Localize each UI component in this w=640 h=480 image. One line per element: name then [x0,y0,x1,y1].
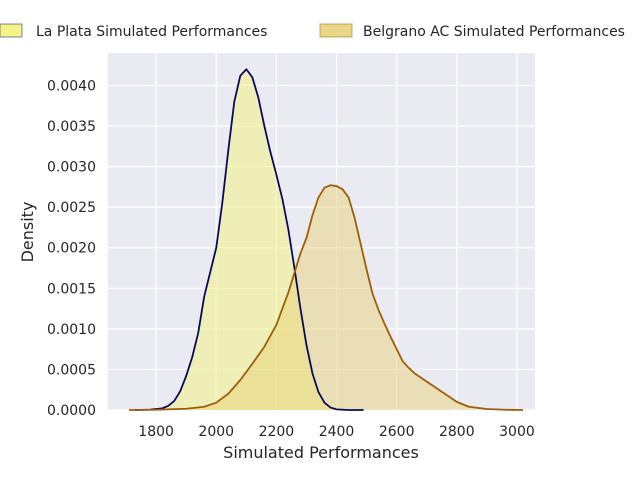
y-tick-label: 0.0015 [47,281,96,297]
x-tick-label: 2600 [379,424,415,440]
x-tick-label: 2400 [319,424,355,440]
y-tick-label: 0.0005 [47,362,96,378]
x-tick-label: 2200 [259,424,295,440]
density-areas [129,69,523,410]
x-tick-label: 3000 [499,424,535,440]
legend-label-belgrano: Belgrano AC Simulated Performances [363,24,625,40]
y-tick-label: 0.0035 [47,119,96,135]
legend-item-la-plata: La Plata Simulated Performances [0,23,267,40]
density-line-series-1 [129,184,523,411]
y-tick-label: 0.0020 [47,241,96,257]
x-axis-label: Simulated Performances [223,443,419,462]
y-tick-label: 0.0030 [47,160,96,176]
y-axis-ticks: 0.0000 0.0005 0.0010 0.0015 0.0020 0.0025 0.00… [47,78,96,419]
y-tick-label: 0.0000 [47,403,96,419]
density-lines [129,68,523,411]
legend-label-la-plata: La Plata Simulated Performances [36,24,267,40]
x-tick-label: 2000 [198,424,234,440]
x-tick-label: 1800 [138,424,174,440]
y-tick-label: 0.0025 [47,200,96,216]
legend-swatch-la-plata [0,23,23,38]
y-tick-label: 0.0010 [47,322,96,338]
density-area-series-1 [129,185,523,410]
y-axis-label: Density [18,202,37,263]
legend: La Plata Simulated Performances Belgrano… [0,23,625,40]
density-area-series-0 [135,69,364,410]
x-tick-label: 2800 [439,424,475,440]
y-tick-label: 0.0040 [47,78,96,94]
x-axis-ticks: 1800 2000 2200 2400 2600 2800 3000 [138,424,534,440]
legend-item-belgrano: Belgrano AC Simulated Performances [319,23,625,40]
density-line-series-0 [135,68,364,411]
legend-swatch-belgrano [319,23,353,38]
